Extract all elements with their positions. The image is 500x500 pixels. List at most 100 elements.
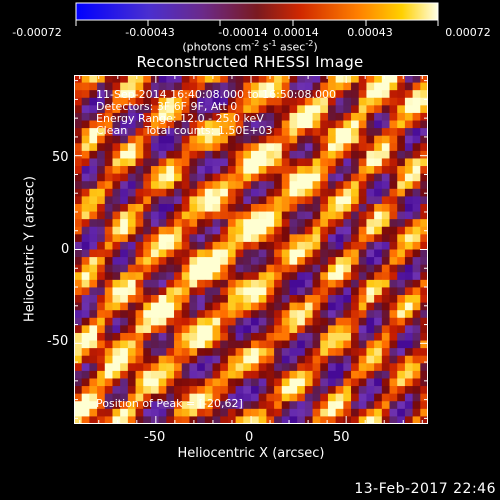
heatmap-pixel [297, 257, 306, 266]
heatmap-pixel [389, 241, 398, 250]
heatmap-pixel [104, 264, 113, 273]
heatmap-pixel [158, 370, 167, 379]
heatmap-pixel [166, 226, 175, 235]
heatmap-pixel [235, 310, 244, 319]
heatmap-pixel [89, 219, 98, 228]
heatmap-pixel [174, 112, 183, 122]
heatmap-pixel [335, 97, 344, 106]
heatmap-pixel [189, 105, 198, 114]
heatmap-pixel [389, 370, 398, 379]
heatmap-pixel [150, 158, 160, 167]
heatmap-pixel [358, 82, 367, 91]
heatmap-pixel [358, 355, 367, 364]
heatmap-pixel [335, 310, 344, 319]
heatmap-pixel [327, 90, 337, 99]
heatmap-pixel [281, 90, 290, 99]
heatmap-pixel [358, 105, 367, 114]
heatmap-pixel [235, 166, 244, 175]
heatmap-pixel [166, 325, 175, 334]
heatmap-pixel [389, 135, 398, 144]
heatmap-pixel [74, 401, 83, 410]
heatmap-pixel [197, 355, 206, 364]
heatmap-pixel [381, 287, 391, 296]
heatmap-pixel [74, 378, 83, 387]
heatmap-pixel [274, 264, 283, 273]
heatmap-pixel [289, 82, 298, 91]
heatmap-pixel [220, 287, 229, 296]
heatmap-pixel [335, 264, 344, 273]
heatmap-pixel [197, 203, 206, 213]
heatmap-pixel [381, 219, 391, 228]
heatmap-pixel [212, 97, 221, 106]
heatmap-pixel [89, 211, 98, 220]
heatmap-pixel [389, 302, 398, 311]
heatmap-pixel [89, 302, 98, 311]
heatmap-pixel [97, 363, 106, 372]
heatmap-pixel [366, 378, 375, 387]
heatmap-pixel [366, 310, 375, 319]
heatmap-pixel [297, 173, 306, 182]
heatmap-pixel [189, 241, 198, 250]
heatmap-pixel [389, 203, 398, 213]
heatmap-pixel [420, 310, 428, 319]
heatmap-pixel [204, 128, 214, 137]
heatmap-pixel [266, 166, 275, 175]
heatmap-pixel [335, 370, 344, 379]
heatmap-pixel [327, 302, 337, 311]
heatmap-pixel [89, 340, 98, 349]
heatmap-pixel [120, 241, 129, 250]
heatmap-pixel [89, 279, 98, 288]
heatmap-pixel [312, 158, 321, 167]
heatmap-pixel [351, 279, 360, 288]
heatmap-pixel [251, 264, 260, 273]
heatmap-pixel [320, 181, 329, 190]
heatmap-pixel [374, 90, 383, 99]
heatmap-pixel [420, 363, 428, 372]
heatmap-pixel [320, 135, 329, 144]
heatmap-pixel [389, 279, 398, 288]
heatmap-pixel [312, 203, 321, 213]
heatmap-pixel [374, 128, 383, 137]
heatmap-pixel [274, 90, 283, 99]
heatmap-pixel [89, 120, 98, 129]
heatmap-pixel [335, 203, 344, 213]
heatmap-pixel [74, 287, 83, 296]
heatmap-pixel [120, 158, 129, 167]
heatmap-pixel [97, 150, 106, 159]
heatmap-pixel [274, 234, 283, 243]
heatmap-pixel [351, 340, 360, 349]
heatmap-pixel [143, 196, 152, 205]
heatmap-pixel [320, 287, 329, 296]
heatmap-pixel [297, 302, 306, 311]
heatmap-pixel [420, 211, 428, 220]
heatmap-pixel [150, 75, 160, 84]
heatmap-pixel [297, 90, 306, 99]
heatmap-pixel [166, 401, 175, 410]
heatmap-pixel [127, 173, 137, 182]
heatmap-pixel [204, 408, 214, 417]
heatmap-pixel [181, 348, 190, 357]
heatmap-pixel [304, 302, 314, 311]
heatmap-pixel [412, 211, 421, 220]
heatmap-pixel [420, 219, 428, 228]
heatmap-pixel [158, 150, 167, 159]
heatmap-pixel [420, 112, 428, 122]
heatmap-pixel [389, 234, 398, 243]
heatmap-pixel [189, 97, 198, 106]
heatmap-pixel [297, 105, 306, 114]
heatmap-pixel [374, 310, 383, 319]
heatmap-pixel [120, 112, 129, 122]
heatmap-pixel [197, 386, 206, 395]
heatmap-pixel [381, 325, 391, 334]
heatmap-pixel [204, 241, 214, 250]
heatmap-pixel [150, 219, 160, 228]
heatmap-pixel [158, 302, 167, 311]
heatmap-pixel [289, 416, 298, 424]
heatmap-pixel [351, 378, 360, 387]
heatmap-pixel [112, 90, 121, 99]
heatmap-pixel [397, 295, 406, 304]
heatmap-pixel [74, 166, 83, 175]
heatmap-pixel [351, 112, 360, 122]
heatmap-pixel [381, 302, 391, 311]
heatmap-pixel [320, 408, 329, 417]
